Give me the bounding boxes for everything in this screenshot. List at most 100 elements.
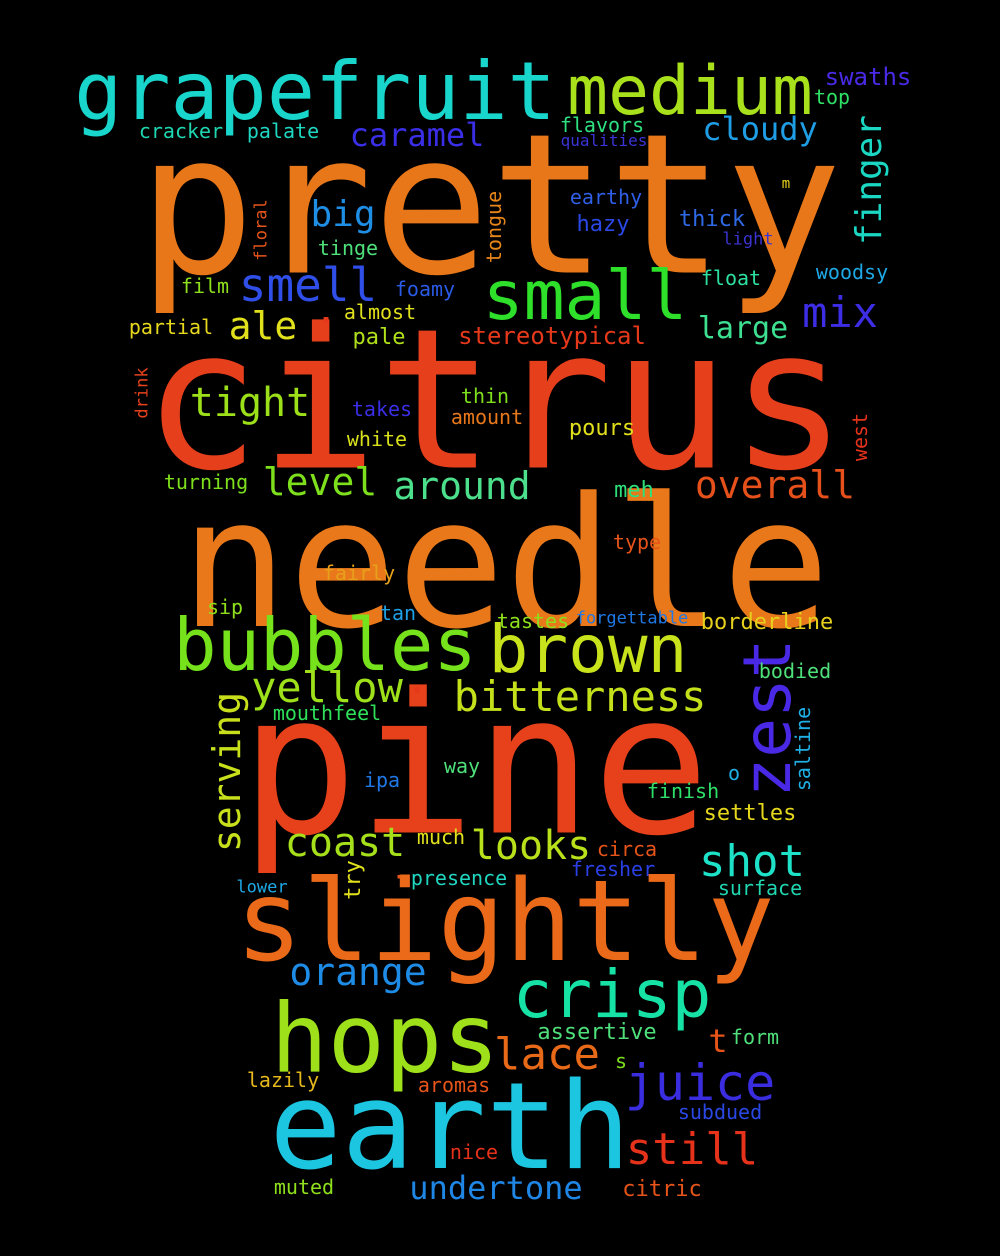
word-muted: muted (273, 1175, 335, 1199)
word-tinge: tinge (317, 236, 379, 260)
word-top: top (813, 85, 851, 109)
word-film: film (180, 274, 230, 298)
word-presence: presence (410, 866, 508, 890)
word-assertive: assertive (537, 1020, 657, 1045)
word-s: s (614, 1049, 628, 1073)
word-saltine: saltine (791, 706, 815, 792)
word-aromas: aromas (417, 1073, 491, 1097)
word-bubbles: bubbles (173, 603, 477, 687)
word-dot: · (313, 298, 339, 344)
word-palate: palate (246, 119, 320, 143)
word-stereotypical: stereotypical (458, 322, 646, 350)
word-serving: serving (205, 691, 249, 853)
word-coast: coast (284, 820, 406, 866)
word-medium: medium (567, 52, 813, 131)
word-small: small (482, 257, 688, 336)
word-smell: smell (238, 258, 378, 312)
word-crisp: crisp (512, 956, 712, 1033)
word-way: way (443, 754, 481, 778)
word-finger: finger (849, 114, 890, 246)
word-earth: earth (269, 1058, 631, 1197)
word-borderline: borderline (700, 610, 834, 635)
word-sip: sip (206, 595, 244, 619)
word-o: o (727, 761, 741, 785)
word-pretty: pretty (137, 91, 843, 319)
word-citric: citric (622, 1177, 702, 1202)
word-fresher: fresher (570, 857, 656, 881)
word-lazily: lazily (246, 1068, 320, 1092)
word-light: light (722, 229, 774, 250)
word-brown: brown (488, 611, 688, 688)
word-undertone: undertone (409, 1169, 583, 1207)
word-lace: lace (494, 1029, 600, 1080)
word-ale: ale (228, 304, 298, 348)
word-floral: floral (251, 199, 272, 261)
word-tan: tan (379, 601, 417, 625)
word-settles: settles (703, 801, 797, 826)
word-nice: nice (449, 1140, 499, 1164)
word-turning: turning (163, 470, 249, 494)
word-level: level (262, 460, 378, 504)
word-swaths: swaths (824, 63, 912, 91)
word-type: type (612, 530, 662, 554)
word-finish: finish (646, 779, 720, 803)
word-m: m (781, 176, 791, 192)
word-large: large (697, 311, 789, 346)
word-form: form (730, 1025, 780, 1049)
word-dot: · (404, 668, 430, 714)
word-meh: meh (614, 478, 654, 503)
word-west: west (848, 412, 872, 462)
word-woodsy: woodsy (815, 260, 889, 284)
word-almost: almost (343, 300, 417, 324)
word-pale: pale (352, 325, 406, 350)
word-foamy: foamy (394, 277, 456, 301)
word-mouthfeel: mouthfeel (272, 701, 382, 725)
word-forgettable: forgettable (575, 608, 689, 629)
word-hazy: hazy (576, 212, 630, 237)
word-pine: pine (240, 651, 710, 879)
word-ipa: ipa (363, 768, 401, 792)
word-bodied: bodied (758, 659, 832, 683)
word-big: big (310, 194, 376, 235)
word-still: still (625, 1124, 759, 1175)
word-fairly: fairly (322, 561, 396, 585)
word-much: much (416, 825, 466, 849)
word-lower: lower (236, 877, 288, 898)
word-qualities: qualities (560, 131, 648, 150)
word-cloudy: cloudy (702, 110, 818, 148)
word-tastes: tastes (496, 609, 570, 633)
word-overall: overall (694, 463, 856, 507)
word-bitterness: bitterness (453, 672, 707, 721)
word-grapefruit: grapefruit (74, 45, 556, 138)
word-slightly: slightly (235, 857, 775, 987)
word-amount: amount (450, 405, 524, 429)
word-partial: partial (128, 315, 214, 339)
word-thin: thin (460, 384, 510, 408)
word-earthy: earthy (569, 185, 643, 209)
word-citrus: citrus (142, 286, 848, 514)
word-tongue: tongue (482, 190, 506, 264)
word-surface: surface (717, 876, 803, 900)
word-takes: takes (351, 397, 413, 421)
word-mix: mix (802, 288, 878, 337)
word-cracker: cracker (138, 119, 224, 143)
word-juice: juice (624, 1054, 776, 1112)
word-white: white (346, 427, 408, 451)
word-float: float (700, 266, 762, 290)
word-tight: tight (189, 380, 311, 426)
word-flavors: flavors (559, 113, 645, 137)
word-caramel: caramel (349, 116, 485, 154)
word-thick: thick (678, 207, 746, 232)
word-yellow: yellow (251, 663, 403, 712)
word-dot: · (391, 863, 407, 891)
word-hops: hops (270, 984, 500, 1095)
word-shot: shot (699, 836, 805, 887)
word-needle: needle (179, 460, 831, 669)
word-orange: orange (289, 950, 427, 994)
word-looks: looks (470, 823, 592, 869)
word-pours: pours (568, 416, 636, 441)
word-drink: drink (132, 367, 153, 419)
word-around: around (393, 464, 531, 508)
word-try: try (341, 860, 366, 900)
